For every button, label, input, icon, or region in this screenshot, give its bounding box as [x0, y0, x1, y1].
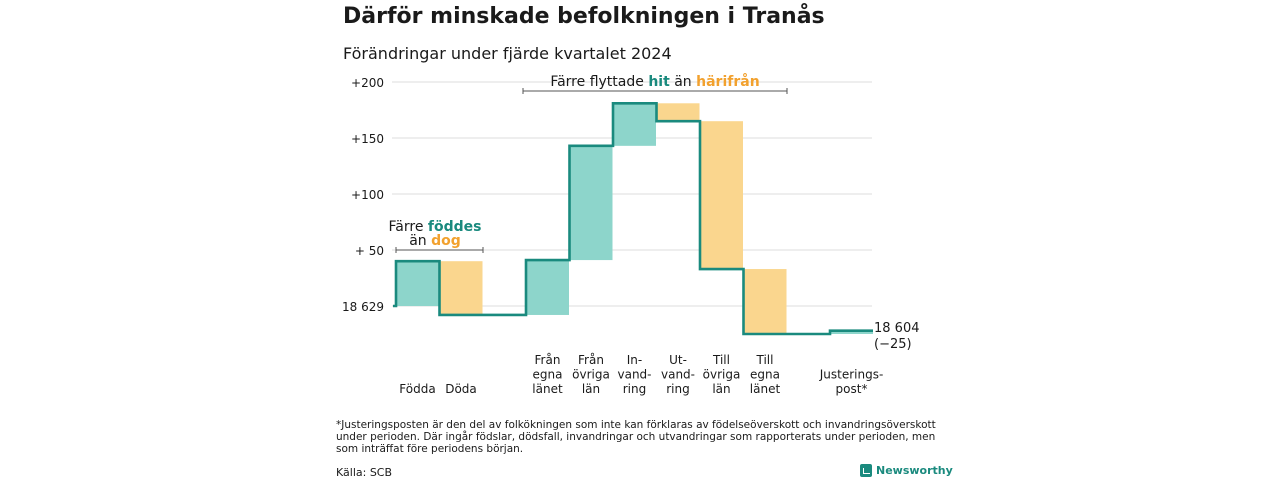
source-label: Källa: SCB	[336, 466, 393, 479]
brand-name: Newsworthy	[876, 464, 953, 477]
bar-8	[743, 269, 787, 334]
x-label-4: Från övriga län	[572, 353, 610, 396]
y-tick-label: + 50	[355, 244, 384, 258]
brand-logo: Newsworthy	[860, 464, 953, 477]
footnote: *Justeringsposten är den del av folkökni…	[336, 419, 936, 455]
y-axis-ticks: +200 +150 +100 + 50 18 629	[342, 76, 384, 314]
bar-2	[439, 261, 483, 315]
y-tick-label: +200	[351, 76, 384, 90]
end-change: (−25)	[874, 337, 912, 352]
x-label-9: Justerings-post*	[819, 368, 884, 397]
migration-annotation: Färre flyttade hit än härifrån	[550, 73, 759, 90]
chart-subtitle: Förändringar under fjärde kvartalet 2024	[343, 44, 672, 63]
y-tick-label: 18 629	[342, 300, 384, 314]
newsworthy-icon	[860, 464, 872, 477]
bar-4	[569, 145, 613, 261]
bar-7	[700, 121, 743, 270]
bar-5	[613, 103, 656, 146]
bar-9	[830, 330, 873, 334]
births-annotation-line2: än dog	[409, 233, 461, 249]
x-label-5: In-vand-ring	[617, 353, 651, 396]
bar-3	[526, 260, 569, 315]
bar-6	[656, 103, 700, 122]
chart-title: Därför minskade befolkningen i Tranås	[343, 4, 825, 29]
step-line-path	[393, 101, 873, 336]
x-label-1: Födda	[399, 382, 435, 396]
end-value-label: 18 604(−25)	[874, 321, 920, 352]
x-label-8: Till egna länet	[750, 353, 781, 396]
x-label-2: Döda	[445, 382, 477, 396]
step-line	[393, 101, 873, 336]
y-tick-label: +150	[351, 132, 384, 146]
x-axis-labels: Födda Döda Från egna länet Från övriga länIn-va…	[399, 353, 883, 396]
bars	[396, 103, 873, 334]
end-value: 18 604	[874, 321, 920, 336]
y-tick-label: +100	[351, 188, 384, 202]
x-label-7: Till övriga län	[703, 353, 741, 396]
x-label-3: Från egna länet	[532, 353, 563, 396]
bar-1	[396, 261, 439, 306]
births-annotation: Färre föddes	[389, 219, 482, 235]
x-label-6: Ut-vand-ring	[661, 353, 695, 396]
